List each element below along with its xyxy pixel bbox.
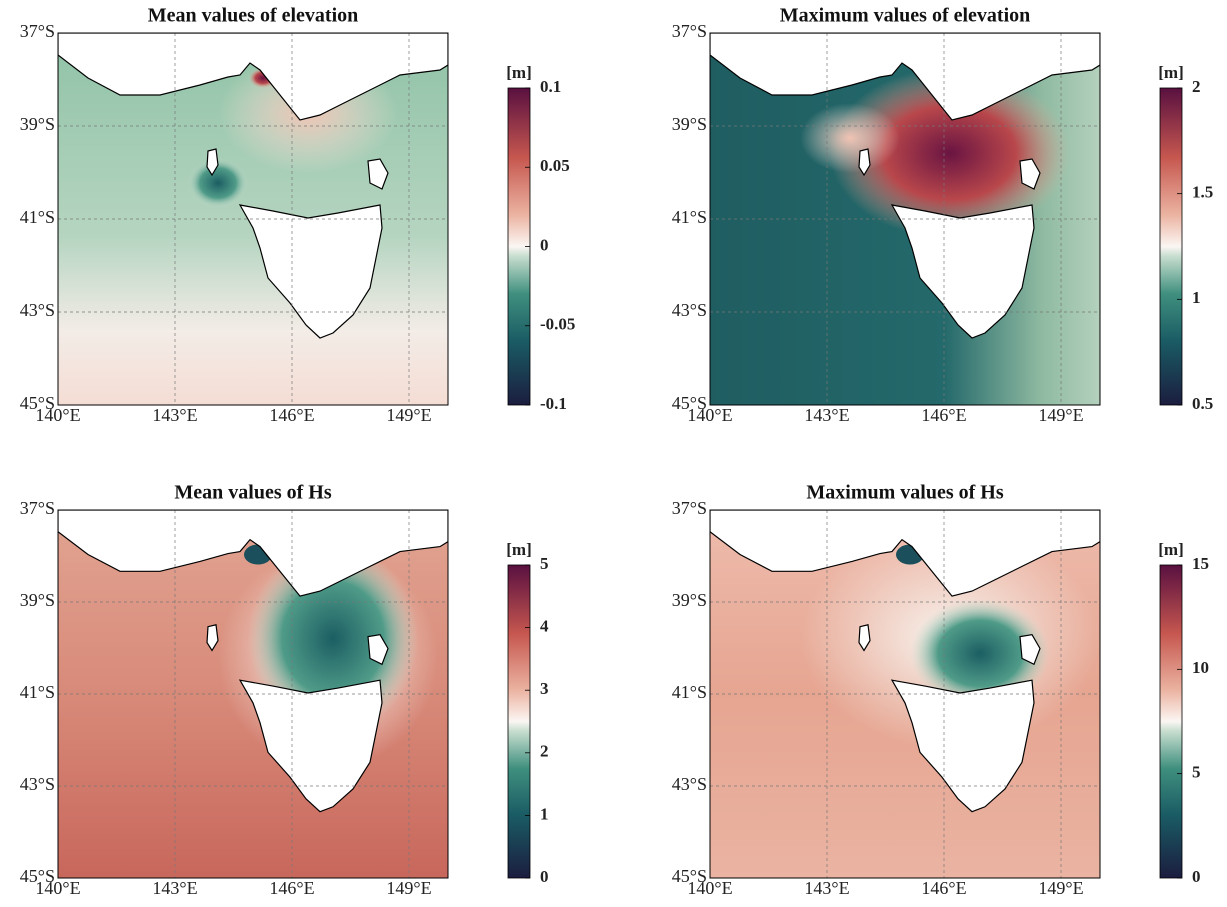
lat-tick-label: 45°S	[672, 866, 707, 886]
panel-title: Mean values of Hs	[174, 482, 331, 504]
lon-tick-label: 146°E	[921, 405, 966, 425]
lon-tick-label: 146°E	[921, 878, 966, 898]
colorbar	[1159, 564, 1183, 879]
field-feature	[188, 158, 248, 208]
colorbar-tick-label: 1	[1192, 288, 1201, 307]
map-frame	[709, 32, 1101, 406]
lat-tick-label: 45°S	[20, 866, 55, 886]
lon-tick-label: 143°E	[152, 878, 197, 898]
lon-tick-label: 146°E	[269, 878, 314, 898]
map-frame	[57, 509, 449, 879]
lat-tick-label: 41°S	[20, 207, 55, 227]
colorbar-tick-label: 0	[540, 235, 549, 254]
field-feature	[800, 103, 900, 173]
lon-tick-label: 143°E	[804, 405, 849, 425]
lat-tick-label: 39°S	[672, 114, 707, 134]
lon-tick-label: 140°E	[35, 405, 80, 425]
colorbar-tick-label: 0.1	[540, 77, 561, 96]
lat-tick-label: 39°S	[20, 590, 55, 610]
colorbar-unit: [m]	[1158, 540, 1183, 559]
panels: Mean values of elevation 37°S 39°S 41°S 43°S…	[20, 5, 1213, 899]
lat-tick-label: 39°S	[672, 590, 707, 610]
colorbar-tick-label: 0.5	[1192, 394, 1213, 413]
panel-title: Mean values of elevation	[148, 5, 359, 27]
map-panel: Mean values of elevation 37°S 39°S 41°S 43°S…	[20, 5, 576, 426]
lon-tick-label: 149°E	[1038, 405, 1083, 425]
colorbar-tick-label: 10	[1192, 658, 1209, 677]
map-frame	[709, 509, 1101, 879]
lat-tick-label: 41°S	[20, 682, 55, 702]
lon-tick-label: 149°E	[1038, 878, 1083, 898]
colorbar-tick-label: 4	[540, 617, 549, 636]
colorbar-tick-label: 1	[540, 804, 549, 823]
lon-tick-label: 140°E	[35, 878, 80, 898]
lon-tick-label: 143°E	[152, 405, 197, 425]
colorbar-tick-label: 5	[1192, 763, 1201, 782]
lon-tick-label: 149°E	[386, 878, 431, 898]
field-feature	[910, 598, 1050, 709]
lat-tick-label: 43°S	[672, 774, 707, 794]
colorbar-tick-label: 5	[540, 554, 549, 573]
lat-tick-label: 37°S	[20, 498, 55, 518]
map-panel: Mean values of Hs37°S39°S41°S43°S45°S140…	[20, 482, 549, 899]
lat-tick-label: 37°S	[20, 21, 55, 41]
lon-tick-label: 149°E	[386, 405, 431, 425]
colorbar-tick-label: 2	[540, 742, 549, 761]
panel-title: Maximum values of Hs	[806, 482, 1003, 504]
colorbar-tick-label: 15	[1192, 554, 1209, 573]
colorbar-tick-label: 2	[1192, 77, 1201, 96]
lat-tick-label: 43°S	[20, 774, 55, 794]
colorbar-unit: [m]	[506, 63, 531, 82]
map-panel: Maximum values of Hs 37°S 39°S 41°S 43°S 45°S…	[672, 482, 1209, 899]
colorbar	[1159, 87, 1183, 406]
colorbar-tick-label: 0	[540, 867, 549, 886]
map-panel: Maximum values of elevation 37°S 39°S 41°S 4…	[672, 5, 1213, 426]
field-feature	[830, 68, 1070, 238]
colorbar-tick-label: -0.05	[540, 315, 575, 334]
lat-tick-label: 45°S	[20, 393, 55, 413]
map-frame	[57, 32, 449, 406]
lat-tick-label: 37°S	[672, 498, 707, 518]
colorbar-tick-label: 1.5	[1192, 183, 1213, 202]
lon-tick-label: 140°E	[687, 878, 732, 898]
colorbar-tick-label: 0	[1192, 867, 1201, 886]
lon-tick-label: 140°E	[687, 405, 732, 425]
colorbar	[507, 564, 531, 879]
lat-tick-label: 43°S	[20, 300, 55, 320]
colorbar-unit: [m]	[1158, 63, 1183, 82]
colorbar-tick-label: 3	[540, 679, 549, 698]
colorbar-tick-label: 0.05	[540, 156, 570, 175]
lat-tick-label: 37°S	[672, 21, 707, 41]
panel-title: Maximum values of elevation	[780, 5, 1031, 27]
lat-tick-label: 43°S	[672, 300, 707, 320]
lat-tick-label: 41°S	[672, 207, 707, 227]
lon-tick-label: 146°E	[269, 405, 314, 425]
lat-tick-label: 45°S	[672, 393, 707, 413]
colorbar-tick-label: -0.1	[540, 394, 567, 413]
lat-tick-label: 39°S	[20, 114, 55, 134]
lat-tick-label: 41°S	[672, 682, 707, 702]
colorbar-unit: [m]	[506, 540, 531, 559]
lon-tick-label: 143°E	[804, 878, 849, 898]
